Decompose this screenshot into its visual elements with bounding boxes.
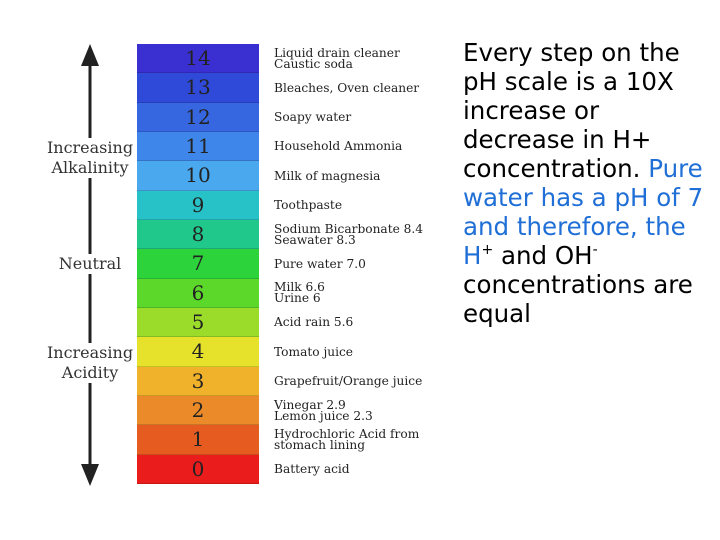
ph-band-11: 11 [137, 132, 259, 162]
example-item: Bleaches, Oven cleaner [274, 80, 449, 95]
acidity-line1: Increasing [46, 343, 134, 362]
example-item: Grapefruit/Orange juice [274, 373, 449, 388]
info-part3: and OH [493, 241, 593, 270]
example-line: stomach lining [274, 438, 366, 452]
info-part1: Every step on the pH scale is a 10X incr… [463, 38, 680, 183]
ph-scale: 14 13 12 11 10 9 8 7 6 5 4 3 2 1 0 [137, 44, 259, 484]
up-arrow-icon [81, 44, 99, 66]
neutral-label: Neutral [40, 254, 140, 274]
increasing-acidity-label: Increasing Acidity [40, 343, 140, 383]
example-item: Toothpaste [274, 197, 449, 212]
h-plus-superscript: + [481, 242, 494, 258]
alkalinity-line2: Alkalinity [51, 158, 129, 177]
info-part4: concentrations are equal [463, 270, 693, 328]
ph-band-14: 14 [137, 44, 259, 74]
example-item: Tomato juice [274, 344, 449, 359]
ph-band-7: 7 [137, 249, 259, 279]
example-line: Caustic soda [274, 56, 353, 71]
neutral-text: Neutral [58, 254, 122, 273]
example-line: Battery acid [274, 461, 350, 476]
example-line: Hydrochloric Acid from [274, 427, 420, 441]
ph-band-9: 9 [137, 190, 259, 220]
example-item: Vinegar 2.9 Lemon juice 2.3 [274, 397, 449, 423]
example-line: Seawater 8.3 [274, 232, 356, 247]
example-line: Bleaches, Oven cleaner [274, 80, 420, 95]
ph-band-2: 2 [137, 396, 259, 426]
ph-band-5: 5 [137, 308, 259, 338]
example-line: Urine 6 [274, 291, 321, 306]
example-line: Acid rain 5.6 [274, 315, 354, 330]
ph-band-12: 12 [137, 102, 259, 132]
example-line: Household Ammonia [274, 139, 403, 154]
example-item: Milk 6.6 Urine 6 [274, 280, 449, 306]
example-item: Sodium Bicarbonate 8.4 Seawater 8.3 [274, 221, 449, 247]
ph-band-6: 6 [137, 278, 259, 308]
example-line: Milk of magnesia [274, 168, 381, 183]
example-line: Grapefruit/Orange juice [274, 373, 423, 388]
example-line: Milk 6.6 [274, 280, 325, 295]
example-item: Battery acid [274, 461, 449, 476]
down-arrow-icon [81, 464, 99, 486]
info-text: Every step on the pH scale is a 10X incr… [463, 38, 713, 328]
alkalinity-line1: Increasing [46, 138, 134, 157]
example-item: Acid rain 5.6 [274, 315, 449, 330]
ph-band-13: 13 [137, 73, 259, 103]
oh-minus-superscript: - [592, 242, 598, 258]
increasing-alkalinity-label: Increasing Alkalinity [40, 138, 140, 178]
ph-band-1: 1 [137, 425, 259, 455]
example-line: Sodium Bicarbonate 8.4 [274, 221, 424, 236]
acidity-line2: Acidity [61, 363, 119, 382]
example-item: Pure water 7.0 [274, 256, 449, 271]
example-item: Household Ammonia [274, 139, 449, 154]
ph-band-3: 3 [137, 366, 259, 396]
example-line: Pure water 7.0 [274, 256, 366, 271]
example-line: Toothpaste [274, 197, 343, 212]
example-item: Milk of magnesia [274, 168, 449, 183]
example-item: Soapy water [274, 109, 449, 124]
example-item: Liquid drain cleaner Caustic soda [274, 45, 449, 71]
example-item: Hydrochloric Acid from stomach lining [274, 427, 449, 452]
example-line: Lemon juice 2.3 [274, 408, 373, 423]
ph-band-4: 4 [137, 337, 259, 367]
example-line: Tomato juice [274, 344, 354, 359]
example-line: Soapy water [274, 109, 352, 124]
example-line: Vinegar 2.9 [274, 397, 346, 412]
example-line: Liquid drain cleaner [274, 45, 400, 60]
info-part2: Pure water has a pH of 7 and therefore, … [463, 154, 704, 270]
ph-band-0: 0 [137, 454, 259, 484]
ph-band-8: 8 [137, 220, 259, 250]
ph-band-10: 10 [137, 161, 259, 191]
